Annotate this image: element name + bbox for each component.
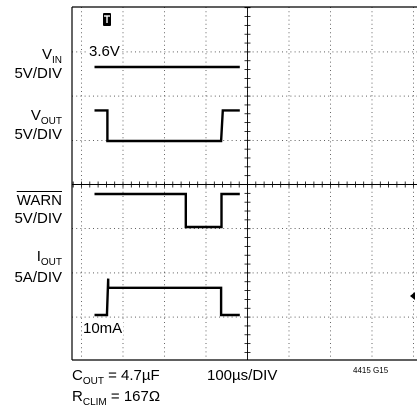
grid: [71, 6, 417, 361]
channel-marker: [410, 292, 415, 300]
vin-scale: 5V/DIV: [14, 65, 62, 82]
markers: [103, 13, 415, 300]
iout-level-annotation: 10mA: [82, 320, 124, 337]
cout-annotation: COUT = 4.7µF: [72, 367, 160, 387]
vout-scale: 5V/DIV: [14, 126, 62, 143]
warn-label: WARN: [16, 192, 62, 209]
traces: [94, 65, 240, 317]
rclim-annotation: RCLIM = 167Ω: [72, 388, 161, 408]
iout-scale: 5A/DIV: [14, 269, 62, 286]
trace-i-out: [94, 278, 240, 317]
vout-label: VOUT: [30, 107, 62, 128]
figure-id: 4415 G15: [353, 366, 389, 375]
iout-label: IOUT: [36, 248, 62, 269]
vin-level-annotation: 3.6V: [88, 43, 121, 60]
vin-label: VIN: [41, 46, 62, 67]
time-base-label: 100µs/DIV: [207, 367, 278, 384]
warn-scale: 5V/DIV: [14, 210, 62, 227]
trace-warn: [94, 192, 240, 229]
trace-v-out: [94, 109, 240, 143]
